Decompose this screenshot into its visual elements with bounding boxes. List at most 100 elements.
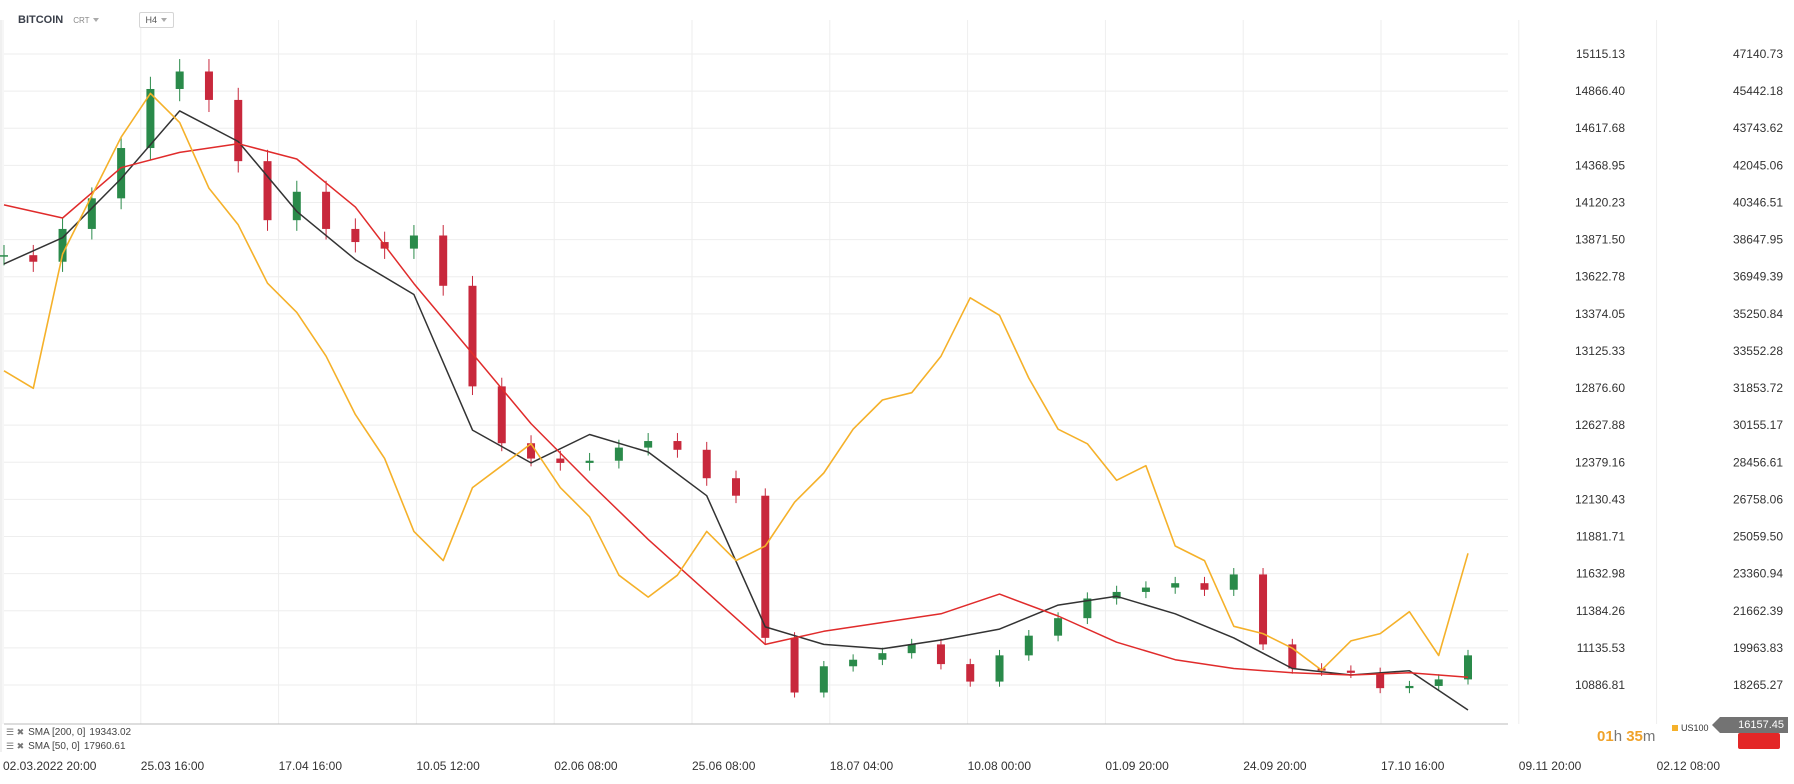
countdown-h-unit: h xyxy=(1613,728,1623,745)
y-tick-label-right: 45442.18 xyxy=(1733,84,1783,98)
x-tick-label: 02.03.2022 20:00 xyxy=(3,759,97,773)
y-tick-label-right: 43743.62 xyxy=(1733,121,1783,135)
candle-body xyxy=(263,161,272,221)
legend-sma200-value: 19343.02 xyxy=(89,727,132,738)
candle-body xyxy=(234,99,243,162)
candle-body xyxy=(29,255,38,262)
y-tick-label-right: 18265.27 xyxy=(1733,678,1783,692)
candle-body xyxy=(1288,644,1297,669)
candle-body xyxy=(585,460,594,463)
y-tick-label-left: 15115.13 xyxy=(1576,47,1625,61)
y-tick-label-left: 11881.71 xyxy=(1576,530,1625,544)
candle-body xyxy=(1434,679,1443,686)
countdown-hours: 01 xyxy=(1597,728,1614,745)
y-tick-label-right: 47140.73 xyxy=(1733,47,1783,61)
legend-sma50-value: 17960.61 xyxy=(83,741,126,752)
sma50-line xyxy=(3,110,1469,711)
candle-body xyxy=(87,198,96,229)
candle-body xyxy=(175,71,184,89)
candle-body xyxy=(761,495,770,638)
y-tick-label-left: 13125.33 xyxy=(1575,344,1625,358)
candle-body xyxy=(322,191,331,229)
y-tick-label-left: 13374.05 xyxy=(1575,307,1625,321)
x-tick-label: 17.04 16:00 xyxy=(279,759,343,773)
x-tick-label: 01.09 20:00 xyxy=(1105,759,1169,773)
chart-header: BITCOIN CRT H4 xyxy=(18,12,175,28)
y-tick-label-left: 11384.26 xyxy=(1576,604,1625,618)
y-tick-label-left: 13622.78 xyxy=(1575,270,1625,284)
candle-body xyxy=(409,235,418,249)
y-tick-label-right: 38647.95 xyxy=(1733,233,1783,247)
candle-body xyxy=(1229,574,1238,590)
candle-body xyxy=(0,255,8,257)
candle-body xyxy=(702,449,711,479)
candle-body xyxy=(790,637,799,693)
y-tick-label-right: 40346.51 xyxy=(1733,195,1783,209)
y-tick-label-left: 14368.95 xyxy=(1575,158,1625,172)
candle-body xyxy=(966,664,975,682)
legend-sma50-label: SMA [50, 0] xyxy=(28,741,80,752)
y-tick-label-right: 42045.06 xyxy=(1733,158,1783,172)
symbol-label[interactable]: BITCOIN xyxy=(18,14,64,26)
y-tick-label-right: 19963.83 xyxy=(1733,641,1783,655)
bitcoin-price-tag xyxy=(1738,733,1780,749)
y-tick-label-left: 12379.16 xyxy=(1575,455,1625,469)
timeframe-selector[interactable]: H4 xyxy=(138,12,175,28)
y-tick-label-right: 23360.94 xyxy=(1733,567,1783,581)
overlay-legend[interactable]: US100 xyxy=(1672,723,1709,733)
y-tick-label-right: 33552.28 xyxy=(1733,344,1783,358)
y-tick-label-right: 26758.06 xyxy=(1733,492,1783,506)
x-tick-label: 17.10 16:00 xyxy=(1381,759,1445,773)
candle-body xyxy=(351,228,360,243)
legend-menu-icon[interactable]: ☰ ✖ xyxy=(6,727,25,737)
sma200-line xyxy=(3,142,1469,678)
candle-body xyxy=(1259,574,1268,645)
legend-sma200-label: SMA [200, 0] xyxy=(28,727,86,738)
y-tick-label-left: 11135.53 xyxy=(1577,641,1626,655)
legend-sma200[interactable]: ☰ ✖ SMA [200, 0] 19343.02 xyxy=(6,727,131,738)
timeframe-label: H4 xyxy=(145,15,158,25)
overlay-color-swatch xyxy=(1672,725,1678,731)
candle-body xyxy=(117,148,126,199)
candle-countdown: 01h 35m xyxy=(1597,728,1655,745)
x-tick-label: 25.03 16:00 xyxy=(141,759,205,773)
candle-body xyxy=(673,441,682,450)
candle-body xyxy=(527,443,536,459)
candle-body xyxy=(146,88,155,149)
y-tick-label-left: 11632.98 xyxy=(1576,567,1625,581)
y-tick-label-left: 13871.50 xyxy=(1575,233,1625,247)
candle-body xyxy=(556,458,565,463)
candle-body xyxy=(1376,672,1385,689)
candle-body xyxy=(819,666,828,693)
candle-body xyxy=(292,191,301,221)
candle-body xyxy=(995,655,1004,682)
candle-body xyxy=(204,71,213,100)
us100-line xyxy=(3,92,1469,671)
candle-body xyxy=(614,447,623,461)
y-tick-label-left: 14866.40 xyxy=(1575,84,1625,98)
legend-sma50[interactable]: ☰ ✖ SMA [50, 0] 17960.61 xyxy=(6,741,126,752)
x-tick-label: 10.05 12:00 xyxy=(416,759,480,773)
candle-body xyxy=(907,644,916,654)
y-tick-label-left: 14120.23 xyxy=(1575,195,1625,209)
x-tick-label: 09.11 20:00 xyxy=(1519,759,1582,773)
y-tick-label-right: 30155.17 xyxy=(1733,418,1783,432)
candle-body xyxy=(497,386,506,444)
candle-body xyxy=(1464,655,1472,680)
candle-body xyxy=(644,441,653,448)
y-tick-label-left: 12876.60 xyxy=(1575,381,1625,395)
candle-body xyxy=(1405,685,1414,689)
countdown-minutes: 35 xyxy=(1626,728,1643,745)
candle-body xyxy=(58,228,67,262)
candle-body xyxy=(732,478,740,496)
legend-menu-icon[interactable]: ☰ ✖ xyxy=(6,741,25,751)
y-tick-label-right: 25059.50 xyxy=(1733,530,1783,544)
y-tick-label-right: 28456.61 xyxy=(1733,455,1783,469)
overlay-symbol: US100 xyxy=(1681,723,1709,733)
candle-body xyxy=(1024,635,1033,656)
candle-body xyxy=(468,285,477,387)
chart-type-selector[interactable]: CRT xyxy=(73,16,99,25)
candle-body xyxy=(1112,591,1121,599)
